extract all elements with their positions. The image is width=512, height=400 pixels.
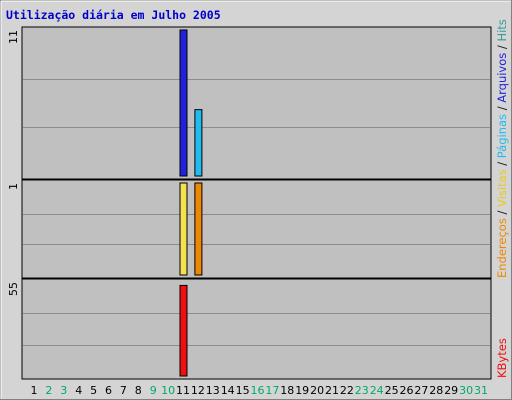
panel-2: 1: [7, 179, 492, 279]
x-tick-label: 24: [370, 384, 384, 397]
legend-entry: Endereços: [495, 218, 509, 278]
bar-endereços-day-12: [194, 182, 203, 276]
bar-arquivos-day-11: [179, 29, 188, 177]
x-axis-labels: 1 2 3 4 5 6 7 8 9 10 11 12 13 14 15 16 17 18 19 20 21 22 23 24 2…: [31, 384, 489, 397]
panel-3: 55: [7, 278, 492, 380]
x-tick-label: 11: [176, 384, 190, 397]
x-tick-label: 2: [45, 384, 52, 397]
x-tick-label: 19: [295, 384, 309, 397]
x-tick-label: 3: [60, 384, 67, 397]
x-tick-label: 29: [444, 384, 458, 397]
x-tick-label: 31: [474, 384, 488, 397]
legend-top: Endereços / Visitas / Páginas / Arquivos…: [495, 19, 509, 278]
x-tick-label: 15: [236, 384, 250, 397]
x-tick-label: 5: [90, 384, 97, 397]
legend-entry: Arquivos: [495, 53, 509, 107]
panel-max-label: 55: [7, 282, 20, 296]
panel-background: [21, 278, 492, 380]
x-tick-label: 16: [251, 384, 265, 397]
legend-entry: Páginas: [495, 114, 509, 162]
bar-kbytes-day-11: [179, 284, 188, 377]
panel-background: [21, 26, 492, 180]
x-tick-label: 21: [325, 384, 339, 397]
x-tick-label: 25: [385, 384, 399, 397]
x-tick-label: 8: [135, 384, 142, 397]
bar-páginas-day-12: [194, 109, 203, 177]
x-tick-label: 6: [105, 384, 112, 397]
legend-kbytes: KBytes: [495, 338, 509, 378]
panel-max-label: 1: [7, 183, 20, 190]
legend-entry: /: [495, 211, 509, 219]
x-tick-label: 22: [340, 384, 354, 397]
legend-entry: /: [495, 45, 509, 53]
x-tick-label: 14: [221, 384, 235, 397]
legend-entry: /: [495, 106, 509, 114]
x-tick-label: 1: [31, 384, 38, 397]
panel-max-label: 11: [7, 30, 20, 44]
x-tick-label: 12: [191, 384, 205, 397]
x-tick-label: 30: [459, 384, 473, 397]
x-tick-label: 17: [265, 384, 279, 397]
panel-1: 11: [7, 26, 492, 180]
legend-entry: Visitas: [495, 169, 509, 210]
legend-entry: /: [495, 162, 509, 170]
x-tick-label: 27: [414, 384, 428, 397]
x-tick-label: 23: [355, 384, 369, 397]
legend: Endereços / Visitas / Páginas / Arquivos…: [495, 19, 509, 378]
x-tick-label: 7: [120, 384, 127, 397]
panel-background: [21, 179, 492, 279]
x-tick-label: 10: [161, 384, 175, 397]
x-tick-label: 4: [75, 384, 82, 397]
x-tick-label: 13: [206, 384, 220, 397]
x-tick-label: 28: [429, 384, 443, 397]
chart-title: Utilização diária em Julho 2005: [6, 8, 221, 22]
x-tick-label: 26: [400, 384, 414, 397]
bar-visitas-day-11: [179, 182, 188, 276]
x-tick-label: 18: [280, 384, 294, 397]
x-tick-label: 9: [150, 384, 157, 397]
x-tick-label: 20: [310, 384, 324, 397]
legend-entry: Hits: [495, 19, 509, 45]
